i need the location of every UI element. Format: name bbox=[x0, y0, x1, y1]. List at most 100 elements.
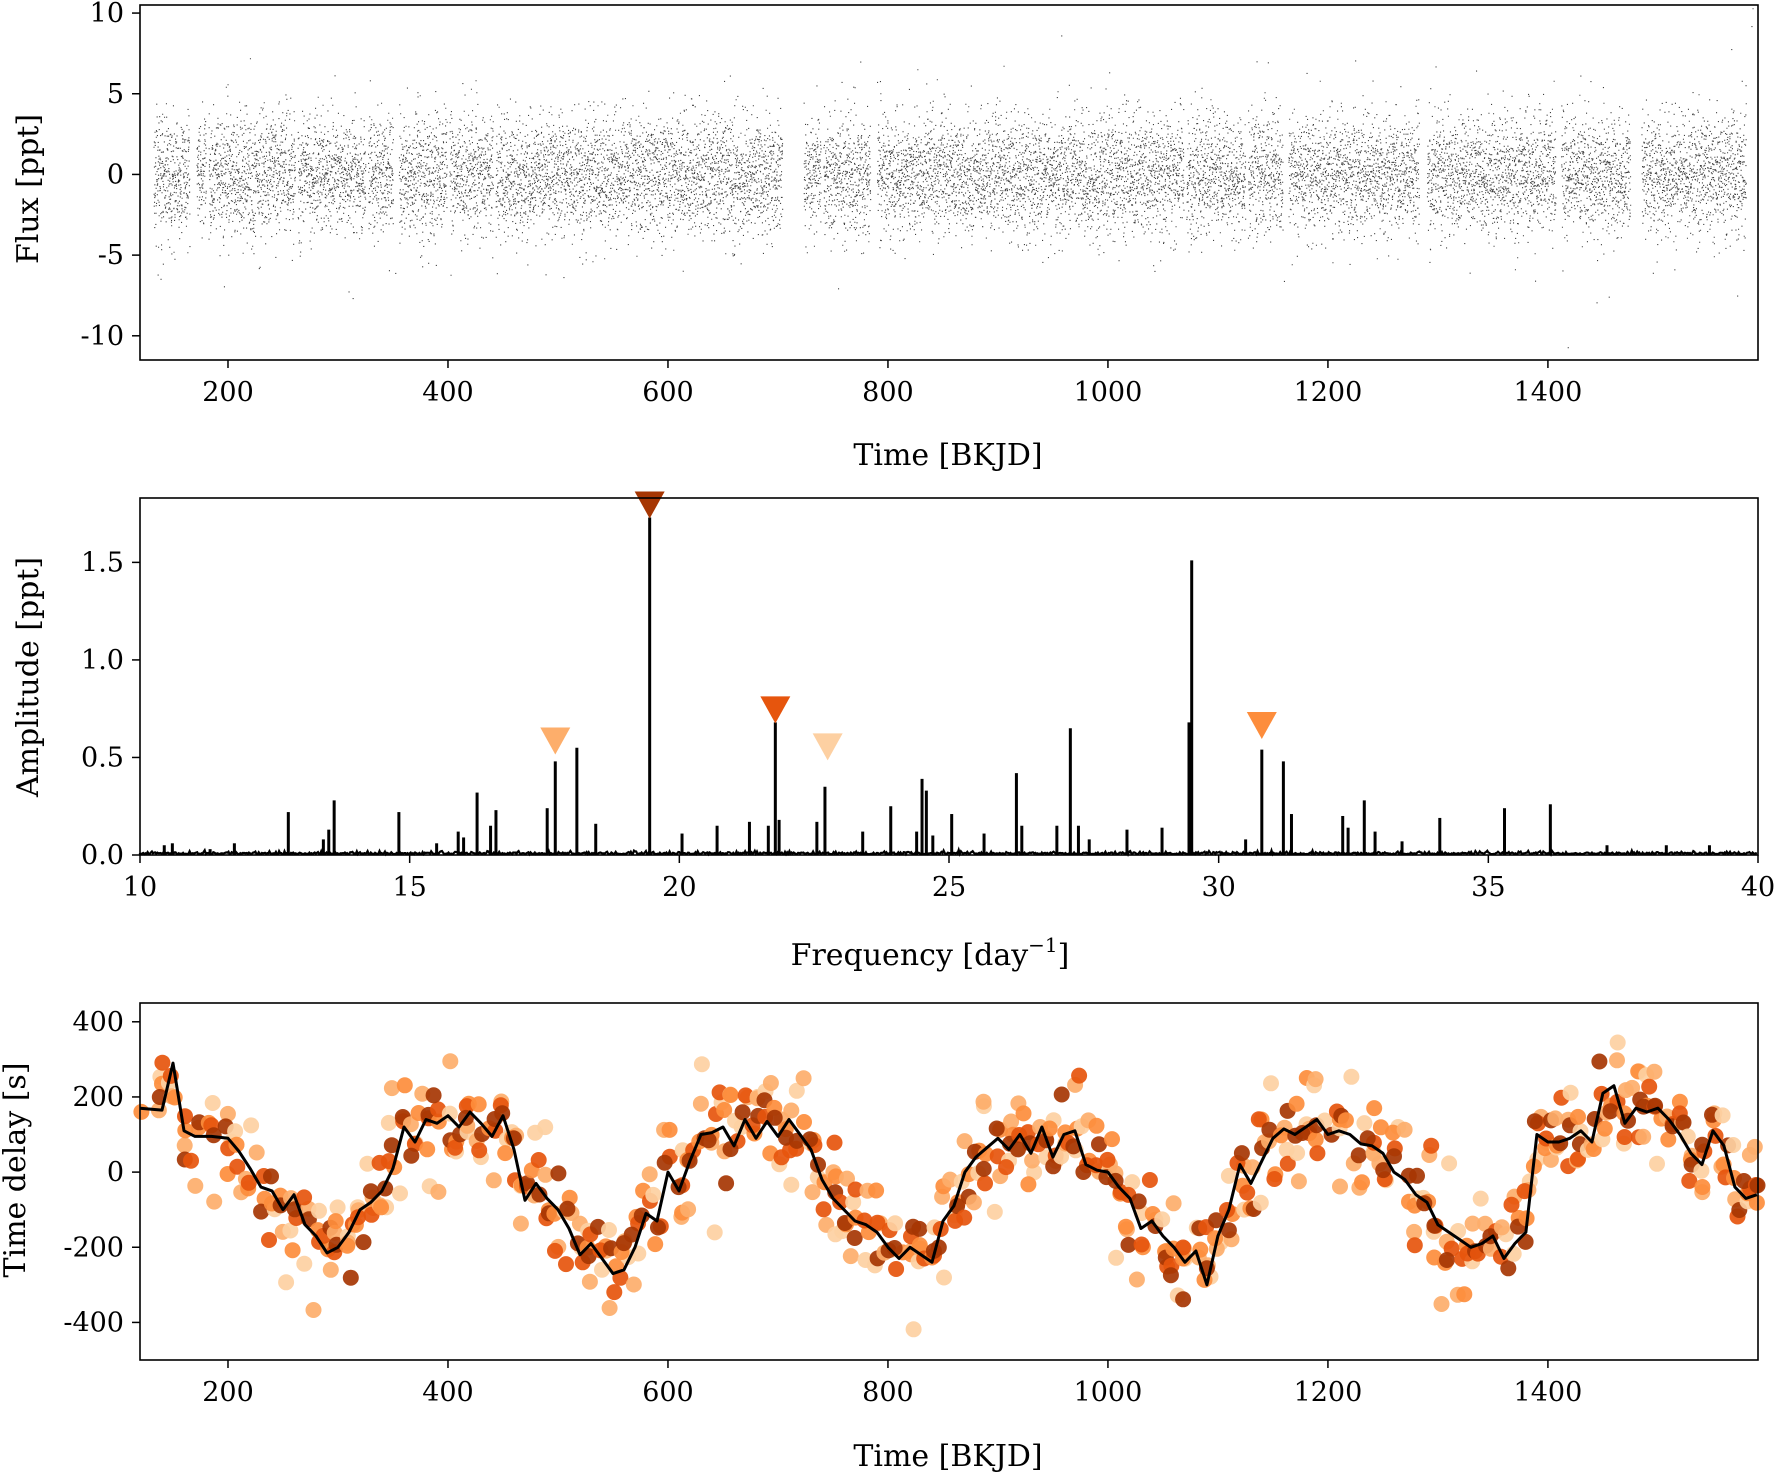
spectrum-peak-marker bbox=[760, 696, 791, 724]
spectrum-peak-marker bbox=[540, 727, 571, 755]
time-delay-point bbox=[846, 1230, 863, 1246]
time-delay-point bbox=[1500, 1260, 1517, 1277]
time-delay-point bbox=[766, 1109, 783, 1126]
light-curve-frame bbox=[139, 4, 1759, 361]
time-delay-point bbox=[1075, 1164, 1092, 1180]
time-delay-point bbox=[847, 1181, 864, 1198]
time-delay-point bbox=[327, 1213, 344, 1230]
amplitude-spectrum-xtick-label: 10 bbox=[123, 872, 157, 903]
time-delay-point bbox=[485, 1172, 502, 1189]
time-delay-point bbox=[154, 1054, 171, 1071]
time-delay-point bbox=[722, 1087, 739, 1103]
light-curve-ytick-label: -5 bbox=[98, 240, 124, 271]
time-delay-point bbox=[601, 1222, 617, 1238]
time-delay-point bbox=[1641, 1078, 1658, 1095]
time-delay-point bbox=[1020, 1176, 1037, 1193]
time-delay-point bbox=[815, 1201, 832, 1218]
time-delay-point bbox=[1175, 1291, 1192, 1308]
time-delay-point bbox=[1053, 1086, 1070, 1103]
time-delay-point bbox=[625, 1276, 642, 1293]
time-delay-mean-line bbox=[139, 1061, 1758, 1287]
time-delay-point bbox=[1746, 1138, 1763, 1155]
time-delay-point bbox=[243, 1117, 260, 1134]
time-delay-point bbox=[998, 1159, 1015, 1176]
time-delay-point bbox=[1693, 1162, 1710, 1179]
time-delay-point bbox=[1220, 1222, 1237, 1239]
time-delay-point bbox=[975, 1160, 992, 1177]
time-delay-point bbox=[1748, 1194, 1765, 1211]
time-delay-point bbox=[1386, 1148, 1402, 1165]
time-delay-point bbox=[419, 1141, 436, 1158]
time-delay-point bbox=[804, 1184, 821, 1201]
light-curve-xtick-label: 400 bbox=[422, 377, 474, 408]
time-delay-point bbox=[641, 1166, 658, 1183]
time-delay-point bbox=[977, 1175, 993, 1192]
time-delay-xtick-label: 400 bbox=[422, 1377, 474, 1408]
light-curve-xlabel: Time [BKJD] bbox=[853, 438, 1042, 473]
time-delay-point bbox=[1165, 1195, 1182, 1212]
spectrum-peak-marker bbox=[812, 733, 843, 761]
time-delay-point bbox=[1026, 1164, 1043, 1181]
time-delay-point bbox=[1208, 1212, 1225, 1229]
time-delay-point bbox=[1542, 1151, 1559, 1168]
time-delay-point bbox=[248, 1144, 265, 1161]
time-delay-point bbox=[1472, 1190, 1489, 1207]
time-delay-point bbox=[888, 1261, 905, 1277]
time-delay-point bbox=[1526, 1113, 1543, 1130]
time-delay-point bbox=[1409, 1167, 1425, 1184]
time-delay-panel: 200 400 600 800 1000 1200 14004002000-200-400 … bbox=[0, 1002, 1766, 1474]
time-delay-point bbox=[305, 1302, 322, 1318]
time-delay-point bbox=[1375, 1162, 1392, 1179]
time-delay-point bbox=[187, 1177, 204, 1194]
time-delay-point bbox=[700, 1132, 717, 1149]
time-delay-point bbox=[1104, 1131, 1120, 1148]
amplitude-spectrum-xtick-label: 15 bbox=[392, 872, 426, 903]
time-delay-point bbox=[458, 1098, 475, 1115]
amplitude-spectrum-frame bbox=[139, 497, 1759, 856]
time-delay-point bbox=[362, 1183, 379, 1200]
time-delay-point bbox=[1307, 1071, 1324, 1088]
light-curve-ytick-label: 5 bbox=[107, 79, 124, 110]
time-delay-xtick-label: 200 bbox=[202, 1377, 254, 1408]
time-delay-point bbox=[296, 1255, 313, 1272]
time-delay-point bbox=[471, 1142, 488, 1159]
time-delay-point bbox=[650, 1219, 666, 1236]
time-delay-point bbox=[795, 1070, 812, 1087]
amplitude-spectrum-ytick-label: 1.0 bbox=[81, 645, 124, 676]
time-delay-point bbox=[693, 1056, 710, 1073]
time-delay-point bbox=[1714, 1107, 1731, 1124]
amplitude-spectrum-ylabel: Amplitude [ppt] bbox=[11, 557, 46, 798]
time-delay-point bbox=[1279, 1155, 1296, 1172]
time-delay-point bbox=[1003, 1113, 1020, 1130]
light-curve-ylabel: Flux [ppt] bbox=[11, 114, 46, 264]
time-delay-point bbox=[832, 1194, 849, 1211]
light-curve-ytick-label: -10 bbox=[81, 321, 124, 352]
time-delay-point bbox=[1372, 1119, 1389, 1136]
time-delay-point bbox=[373, 1199, 390, 1216]
time-delay-point bbox=[392, 1185, 408, 1202]
time-delay-ytick-label: 0 bbox=[107, 1157, 124, 1188]
time-delay-point bbox=[1503, 1196, 1520, 1213]
time-delay-point bbox=[601, 1300, 618, 1316]
time-delay-point bbox=[228, 1136, 245, 1153]
time-delay-point bbox=[718, 1175, 735, 1192]
time-delay-point bbox=[1337, 1112, 1354, 1129]
time-delay-point bbox=[1192, 1241, 1209, 1258]
time-delay-point bbox=[839, 1170, 855, 1187]
time-delay-point bbox=[1124, 1174, 1141, 1191]
time-delay-point bbox=[402, 1116, 419, 1133]
time-delay-point bbox=[1024, 1152, 1041, 1169]
time-delay-point bbox=[783, 1176, 800, 1193]
time-delay-xtick-label: 800 bbox=[862, 1377, 914, 1408]
time-delay-point bbox=[1288, 1095, 1305, 1112]
amplitude-spectrum-xlabel-main: Frequency [day bbox=[791, 938, 1029, 973]
time-delay-point bbox=[1233, 1145, 1250, 1162]
light-curve-xtick-label: 1400 bbox=[1514, 377, 1583, 408]
time-delay-point bbox=[1289, 1145, 1306, 1161]
time-delay-point bbox=[656, 1154, 673, 1171]
time-delay-ytick-label: 200 bbox=[72, 1082, 124, 1113]
time-delay-point bbox=[1438, 1252, 1455, 1268]
time-delay-point bbox=[1635, 1128, 1652, 1145]
time-delay-point bbox=[1154, 1211, 1171, 1228]
time-delay-point bbox=[1128, 1271, 1145, 1288]
